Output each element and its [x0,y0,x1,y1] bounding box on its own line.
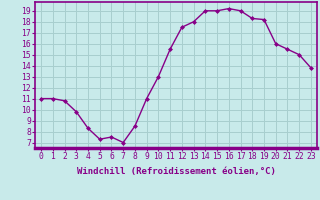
X-axis label: Windchill (Refroidissement éolien,°C): Windchill (Refroidissement éolien,°C) [76,167,276,176]
